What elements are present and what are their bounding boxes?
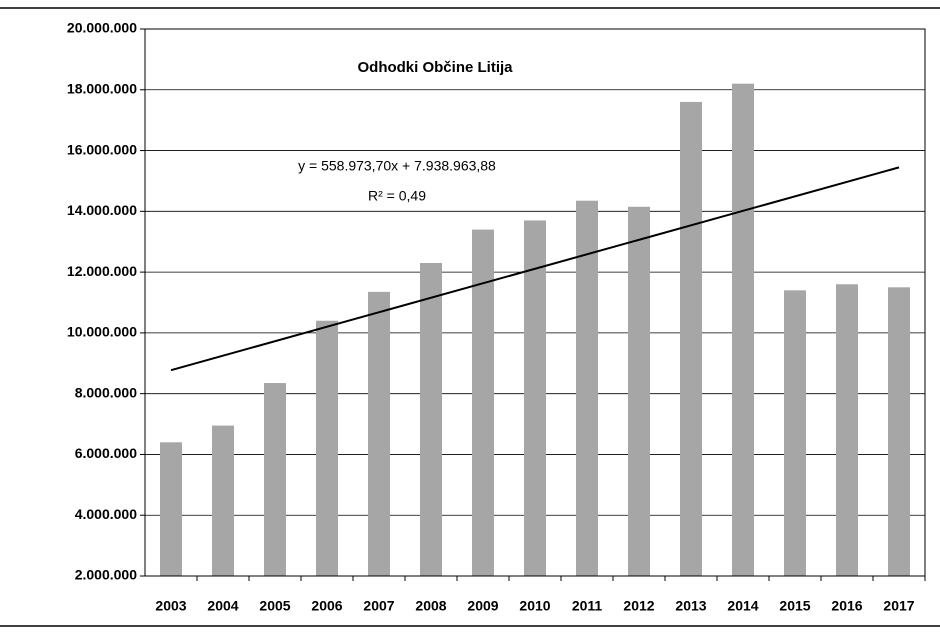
y-tick-label: 6.000.000 <box>75 445 137 461</box>
x-tick-label: 2004 <box>207 598 238 614</box>
y-tick-label: 10.000.000 <box>67 324 137 340</box>
bar <box>732 83 754 576</box>
x-tick-label: 2012 <box>623 598 654 614</box>
x-tick-label: 2006 <box>311 598 342 614</box>
x-tick-label: 2003 <box>155 598 186 614</box>
x-tick-label: 2005 <box>259 598 290 614</box>
y-tick-label: 2.000.000 <box>75 567 137 583</box>
y-tick-label: 16.000.000 <box>67 141 137 157</box>
x-tick-label: 2016 <box>831 598 862 614</box>
y-tick-label: 20.000.000 <box>67 20 137 36</box>
x-tick-label: 2010 <box>519 598 550 614</box>
x-tick-label: 2009 <box>467 598 498 614</box>
x-tick-label: 2014 <box>727 598 758 614</box>
y-tick-label: 18.000.000 <box>67 80 137 96</box>
bar <box>368 291 390 576</box>
chart-title: Odhodki Občine Litija <box>357 59 513 76</box>
bar <box>836 284 858 576</box>
plot-area <box>144 28 926 577</box>
x-tick-label: 2011 <box>572 598 603 614</box>
bar <box>680 101 702 576</box>
bar <box>264 383 286 576</box>
x-tick-label: 2008 <box>415 598 446 614</box>
y-tick-label: 14.000.000 <box>67 202 137 218</box>
bar <box>316 320 338 576</box>
x-tick-label: 2007 <box>363 598 394 614</box>
r-squared: R² = 0,49 <box>368 188 426 204</box>
bar <box>524 220 546 576</box>
trend-equation: y = 558.973,70x + 7.938.963,88 <box>298 158 496 174</box>
x-tick-label: 2017 <box>883 598 914 614</box>
trendline <box>170 166 900 372</box>
bar <box>212 425 234 576</box>
bar <box>888 287 910 576</box>
bar <box>628 206 650 576</box>
y-tick-label: 4.000.000 <box>75 506 137 522</box>
bar <box>784 290 806 576</box>
bar <box>472 229 494 577</box>
bar <box>576 200 598 577</box>
x-tick-label: 2013 <box>675 598 706 614</box>
bar <box>420 262 442 576</box>
bar <box>160 442 182 576</box>
x-tick-label: 2015 <box>779 598 810 614</box>
y-tick-label: 12.000.000 <box>67 263 137 279</box>
y-tick-label: 8.000.000 <box>75 384 137 400</box>
